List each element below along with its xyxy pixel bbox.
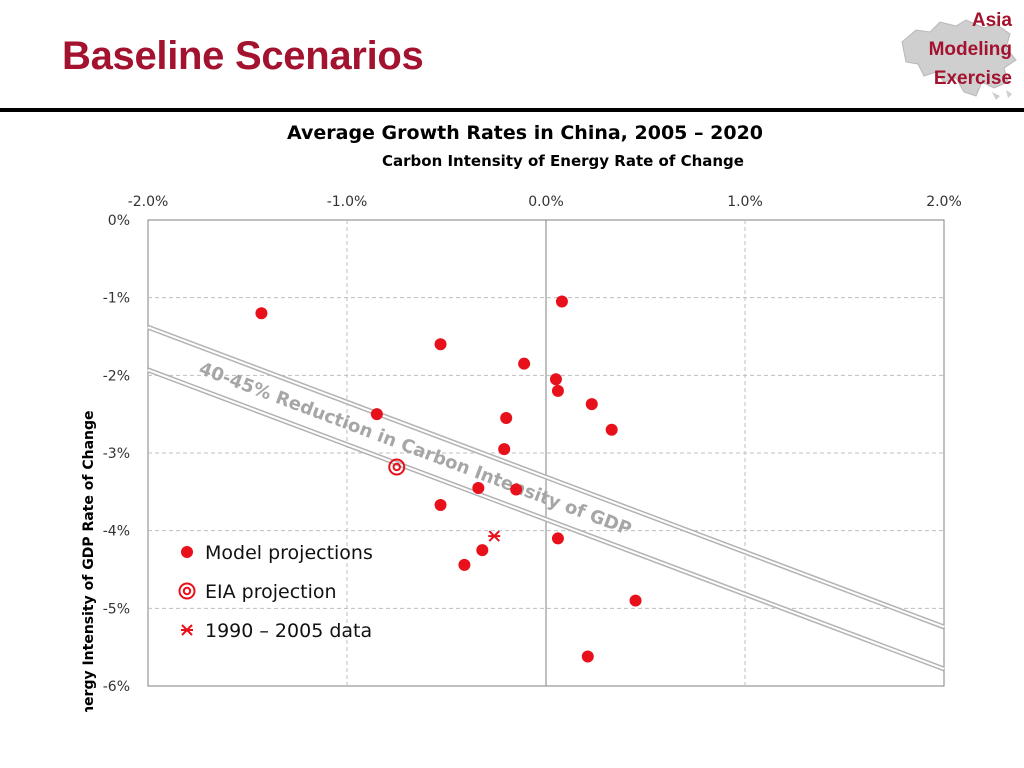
series-ring [388,458,406,476]
y-tick-label: -3% [103,446,130,462]
logo-text: Asia Modeling Exercise [929,6,1012,93]
data-point-dot [476,544,489,557]
y-tick-labels: 0% -1% -2% -3% -4% -5% -6% [103,213,130,695]
chart-title: Average Growth Rates in China, 2005 – 20… [287,122,763,144]
ring-outer [178,582,196,600]
y-tick-label: -5% [103,601,130,617]
legend-label: EIA projection [205,581,337,603]
data-point-star [488,530,501,542]
ring-inner [392,462,401,472]
y-axis-title: Energy Intensity of GDP Rate of Change [81,411,97,712]
x-axis-title: Carbon Intensity of Energy Rate of Chang… [382,152,744,170]
x-tick-label: -1.0% [327,194,368,210]
data-point-dot [551,384,564,397]
data-point-dot [549,373,562,386]
data-point-dot [585,398,598,411]
data-point-dot [498,443,511,456]
data-point-ring [388,458,406,476]
legend-marker-dot [181,546,193,558]
series-dot [255,295,642,663]
x-tick-label: 2.0% [926,194,962,210]
reduction-band [147,324,945,672]
band-line-inner [147,326,945,628]
legend-item: EIA projection [178,581,337,603]
grid-lines [148,220,944,686]
data-point-dot [434,499,447,512]
x-tick-label: 0.0% [528,194,564,210]
legend-label: Model projections [205,542,373,564]
legend-marker-star [181,624,193,636]
logo-line: Asia [971,10,1012,31]
data-point-dot [370,408,383,421]
y-tick-label: 0% [108,213,130,229]
data-point-dot [472,481,485,494]
logo-line: Modeling [928,39,1012,60]
y-tick-label: -2% [103,368,130,384]
ring-outer [388,458,406,476]
data-point-dot [434,338,447,351]
data-point-dot [458,558,471,571]
legend-label: 1990 – 2005 data [205,620,372,642]
data-points [255,295,642,663]
data-point-dot [629,594,642,607]
y-tick-label: -6% [103,679,130,695]
x-tick-labels: -2.0% -1.0% 0.0% 1.0% 2.0% [128,194,962,210]
data-point-dot [581,650,594,663]
data-point-dot [518,357,531,370]
band-line-inner [147,368,945,670]
title-divider [0,108,1024,112]
data-point-dot [255,307,268,320]
data-point-dot [605,423,618,436]
y-tick-label: -4% [103,524,130,540]
scatter-chart: Average Growth Rates in China, 2005 – 20… [81,122,962,712]
data-point-dot [555,295,568,308]
y-tick-label: -1% [103,291,130,307]
series-star [488,530,501,542]
legend-item: Model projections [181,542,373,564]
page-title: Baseline Scenarios [62,34,424,78]
logo-line: Exercise [933,68,1012,89]
data-point-dot [510,483,523,496]
data-point-dot [551,532,564,545]
asia-map-icon [901,19,1017,100]
legend-item: 1990 – 2005 data [181,620,372,642]
ring-inner [182,586,192,596]
data-point-dot [500,412,513,425]
asia-modeling-exercise-logo: Asia Modeling Exercise [896,6,1020,102]
legend: Model projections EIA projection 1990 – 20… [178,542,373,642]
legend-marker-ring [178,582,196,600]
x-tick-label: 1.0% [727,194,763,210]
x-tick-label: -2.0% [128,194,169,210]
